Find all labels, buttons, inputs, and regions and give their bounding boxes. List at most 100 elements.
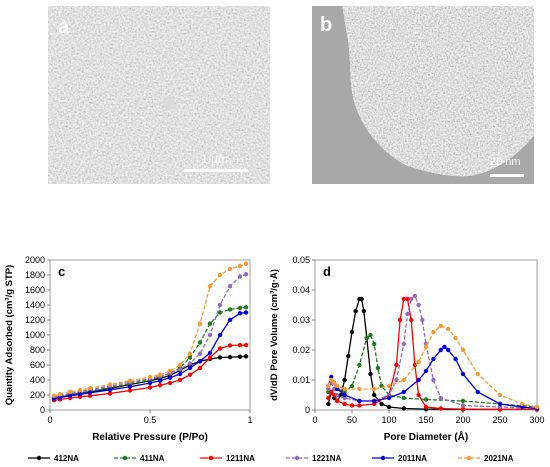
y-tick-label: 1800 <box>25 270 45 280</box>
x-axis-label: Pore Diameter (Å) <box>384 430 468 443</box>
series-2021NA <box>51 261 249 398</box>
data-point <box>401 406 406 411</box>
data-point <box>342 386 347 392</box>
x-tick-label: 100 <box>381 415 396 425</box>
data-point <box>460 398 466 404</box>
y-tick-label: 200 <box>30 390 45 400</box>
series-line <box>327 298 537 411</box>
data-point <box>243 272 249 277</box>
x-tick-label: 0 <box>312 415 317 425</box>
data-point <box>326 401 331 407</box>
data-point <box>423 368 429 374</box>
data-point <box>368 371 373 377</box>
data-point <box>207 321 213 326</box>
data-point <box>67 389 73 395</box>
data-point <box>87 386 93 391</box>
data-point <box>237 311 243 316</box>
data-point <box>237 274 243 279</box>
legend-marker <box>380 455 386 461</box>
data-point <box>349 403 355 408</box>
x-tick-label: 0.5 <box>144 415 157 425</box>
data-point <box>446 347 451 353</box>
data-point <box>329 377 334 383</box>
data-point <box>353 308 358 314</box>
data-point <box>357 362 362 368</box>
data-point <box>420 317 425 323</box>
data-point <box>243 305 249 310</box>
series-2011NA <box>326 344 540 411</box>
panel-letter-c: c <box>58 264 65 279</box>
data-point <box>460 406 466 412</box>
series-412NA <box>326 296 540 412</box>
data-point <box>401 395 406 401</box>
data-point <box>431 329 436 335</box>
data-point <box>237 263 243 269</box>
data-point <box>361 308 367 314</box>
plot-frame <box>314 259 538 411</box>
x-tick-label: 0 <box>47 415 52 425</box>
sem-image-a: a 1 μm <box>48 6 270 184</box>
data-point <box>167 380 173 386</box>
scale-label-b: 20 nm <box>490 156 521 168</box>
legend-entry-2021NA: 2021NA <box>458 454 514 463</box>
x-tick-label: 300 <box>529 415 544 425</box>
data-point <box>157 378 163 383</box>
scale-bar-a <box>184 169 248 172</box>
data-point <box>401 341 406 347</box>
data-point <box>167 375 173 380</box>
x-tick-label: 250 <box>492 415 507 425</box>
data-point <box>157 383 163 388</box>
data-point <box>177 367 183 372</box>
data-point <box>217 332 223 338</box>
data-point <box>394 362 399 368</box>
data-point <box>77 387 83 393</box>
data-point <box>438 347 443 353</box>
data-point <box>329 389 334 395</box>
legend-label: 2011NA <box>398 454 427 463</box>
particle-icon <box>163 96 175 110</box>
series-1211NA <box>326 296 540 412</box>
y-tick-label: 2000 <box>25 255 45 265</box>
data-point <box>431 356 436 362</box>
legend-marker <box>294 455 300 461</box>
data-point <box>237 342 243 348</box>
series-2011NA <box>51 310 249 401</box>
data-point <box>227 266 233 272</box>
data-point <box>57 395 63 400</box>
data-point <box>67 393 73 398</box>
data-point <box>197 340 203 345</box>
data-point <box>397 317 403 323</box>
data-point <box>349 383 355 389</box>
data-point <box>438 406 443 411</box>
data-point <box>409 317 414 323</box>
data-point <box>243 342 249 348</box>
legend-marker <box>208 455 214 461</box>
data-point <box>342 401 347 407</box>
data-point <box>431 377 436 383</box>
data-point <box>51 393 57 398</box>
data-point <box>405 296 410 302</box>
data-point <box>335 383 340 389</box>
data-point <box>57 392 63 397</box>
data-point <box>87 390 93 395</box>
data-point <box>453 335 458 341</box>
data-point <box>197 365 203 371</box>
data-point <box>217 310 223 315</box>
data-point <box>379 401 384 407</box>
series-line <box>327 294 538 410</box>
data-point <box>438 323 443 329</box>
data-point <box>401 296 406 302</box>
data-point <box>147 380 153 386</box>
legend-label: 1211NA <box>226 454 255 463</box>
legend-label: 2021NA <box>484 454 514 463</box>
data-point <box>335 392 340 398</box>
data-point <box>338 392 344 398</box>
y-tick-label: 0.02 <box>292 345 310 355</box>
data-point <box>386 404 392 410</box>
y-tick-label: 0.04 <box>292 285 310 295</box>
data-point <box>475 371 480 377</box>
panel-letter-d: d <box>323 264 331 279</box>
chart-legend: 412NA 411NA 1211NA 1221NA 2011NA 2021NA <box>28 454 514 463</box>
x-tick-label: 150 <box>418 415 433 425</box>
data-point <box>147 374 153 380</box>
